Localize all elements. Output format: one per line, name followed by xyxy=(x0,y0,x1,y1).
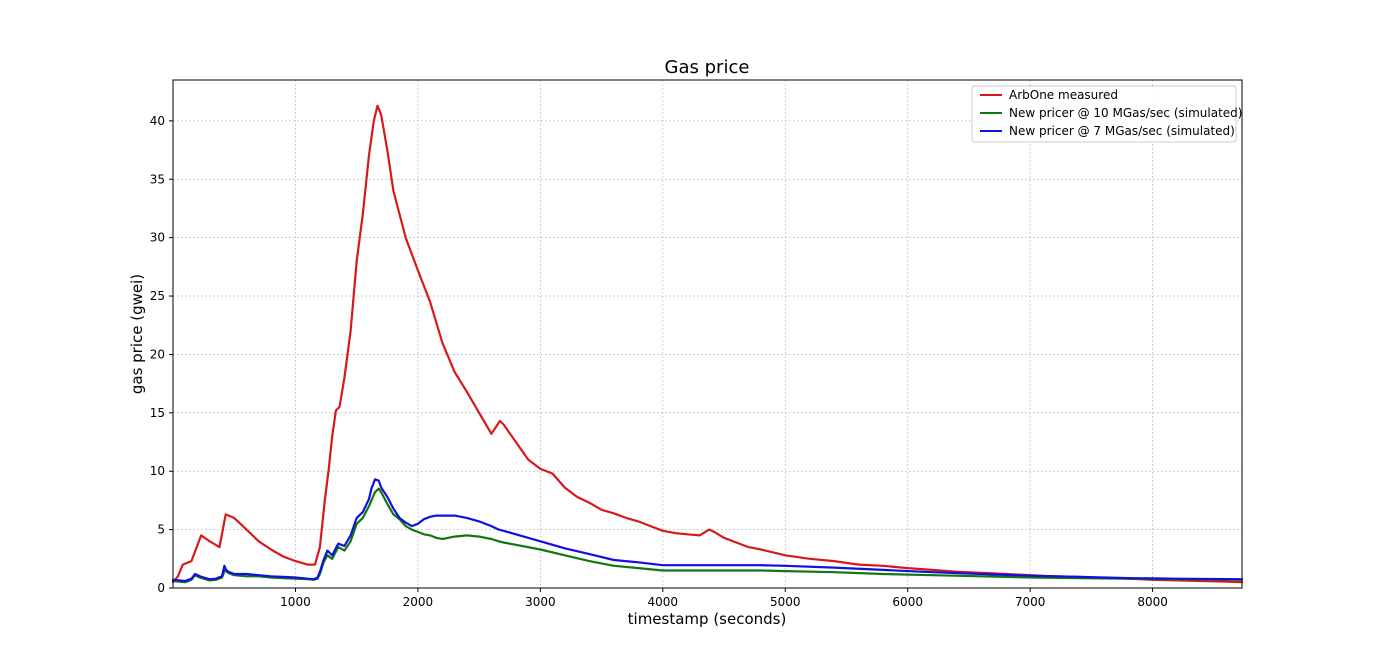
legend-label-10mgas: New pricer @ 10 MGas/sec (simulated) xyxy=(1009,106,1242,120)
series-line-new-pricer-7mgas xyxy=(171,478,1244,583)
x-tick-label: 1000 xyxy=(280,595,311,609)
x-tick-label: 3000 xyxy=(525,595,556,609)
y-tick-label: 0 xyxy=(157,581,165,595)
legend: ArbOne measured New pricer @ 10 MGas/sec… xyxy=(971,85,1242,143)
y-tick-label: 10 xyxy=(150,464,165,478)
series-layer xyxy=(171,104,1244,584)
x-tick-label: 5000 xyxy=(770,595,801,609)
y-tick-label: 35 xyxy=(150,172,165,186)
x-axis-label: timestamp (seconds) xyxy=(628,610,787,628)
legend-box xyxy=(971,85,1237,143)
series-line-new-pricer-10mgas xyxy=(171,487,1244,584)
y-tick-label: 20 xyxy=(150,347,165,361)
y-axis-label: gas price (gwei) xyxy=(128,274,146,394)
y-tick-label: 5 xyxy=(157,523,165,537)
y-tick-label: 30 xyxy=(150,231,165,245)
series-line-arbone-measured xyxy=(171,104,1244,584)
y-tick-label: 25 xyxy=(150,289,165,303)
x-tick-label: 2000 xyxy=(403,595,434,609)
y-tick-label: 40 xyxy=(150,114,165,128)
x-tick-label: 7000 xyxy=(1015,595,1046,609)
axis-ticks: 1000 2000 3000 4000 5000 6000 7000 8000 0 5 10 15 20… xyxy=(150,114,1168,609)
x-tick-label: 4000 xyxy=(648,595,679,609)
x-tick-label: 8000 xyxy=(1137,595,1168,609)
chart-title: Gas price xyxy=(665,57,750,78)
x-tick-label: 6000 xyxy=(892,595,923,609)
legend-label-arbone: ArbOne measured xyxy=(1009,88,1118,102)
grid xyxy=(173,80,1242,589)
legend-label-7mgas: New pricer @ 7 MGas/sec (simulated) xyxy=(1009,124,1235,138)
plot-frame xyxy=(172,79,1243,589)
y-tick-label: 15 xyxy=(150,406,165,420)
